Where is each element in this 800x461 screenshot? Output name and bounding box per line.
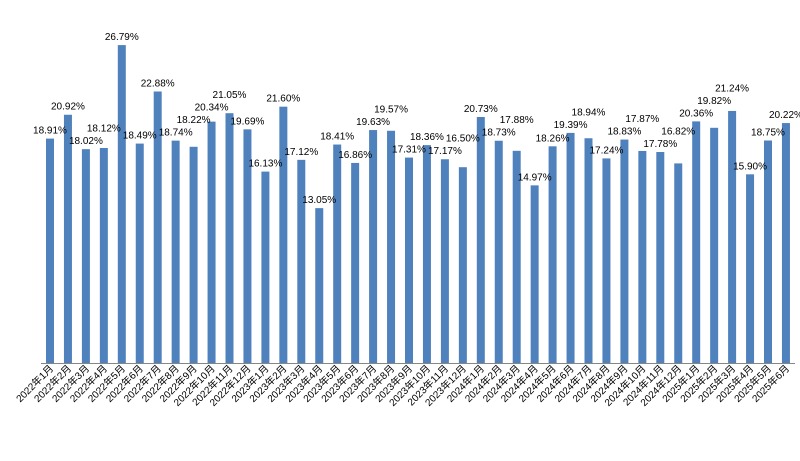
bar xyxy=(781,123,790,363)
bar xyxy=(279,106,288,364)
bar xyxy=(674,163,683,363)
bar xyxy=(405,157,413,363)
data-label: 17.17% xyxy=(428,146,462,157)
data-label: 14.97% xyxy=(518,172,552,183)
bar xyxy=(494,140,503,363)
bar xyxy=(207,121,216,363)
bar xyxy=(566,132,575,363)
data-label: 17.78% xyxy=(643,139,677,150)
data-label: 17.87% xyxy=(625,114,659,125)
bar xyxy=(351,162,360,363)
bar xyxy=(225,113,234,363)
bar xyxy=(422,145,431,363)
data-label: 18.02% xyxy=(69,136,103,147)
bar xyxy=(315,208,324,363)
bar xyxy=(530,185,539,363)
data-label: 19.82% xyxy=(697,96,731,107)
data-label: 20.34% xyxy=(195,103,229,114)
data-label: 19.69% xyxy=(230,116,264,127)
data-label: 18.83% xyxy=(607,127,641,138)
bar xyxy=(692,121,701,363)
data-label: 17.31% xyxy=(392,145,426,156)
data-label: 18.12% xyxy=(87,124,121,135)
data-label: 18.75% xyxy=(751,128,785,139)
data-label: 17.24% xyxy=(589,145,623,156)
data-label: 13.05% xyxy=(302,195,336,206)
data-label: 16.50% xyxy=(446,134,480,145)
data-label: 18.73% xyxy=(482,128,516,139)
data-label: 18.36% xyxy=(410,132,444,143)
bar xyxy=(99,147,108,363)
bar xyxy=(261,171,270,363)
data-label: 18.94% xyxy=(572,107,606,118)
data-label: 15.90% xyxy=(733,161,767,172)
data-label: 16.13% xyxy=(248,159,282,170)
bar xyxy=(638,150,647,363)
data-label: 19.57% xyxy=(374,105,408,116)
data-label: 21.24% xyxy=(715,83,749,94)
bar xyxy=(764,140,772,363)
data-label: 22.88% xyxy=(141,78,175,89)
data-label: 18.41% xyxy=(320,132,354,143)
data-label: 20.92% xyxy=(51,102,85,113)
data-label: 19.63% xyxy=(356,117,390,128)
data-label: 20.73% xyxy=(464,104,498,115)
bar xyxy=(153,91,162,364)
data-label: 20.36% xyxy=(679,108,713,119)
bar xyxy=(135,143,144,363)
bar xyxy=(63,114,72,364)
bar xyxy=(512,150,521,363)
bar xyxy=(243,129,252,363)
bar xyxy=(81,149,90,363)
data-label: 18.91% xyxy=(33,126,67,137)
data-label: 21.60% xyxy=(266,94,300,105)
data-label: 26.79% xyxy=(105,32,139,43)
data-label: 18.22% xyxy=(177,115,211,126)
bar xyxy=(369,130,378,363)
bar xyxy=(620,139,629,363)
bar xyxy=(333,144,342,363)
data-label: 17.12% xyxy=(284,147,318,158)
bar xyxy=(728,110,737,364)
bar xyxy=(584,138,593,363)
bar xyxy=(117,45,126,363)
bar xyxy=(189,146,198,363)
data-label: 18.74% xyxy=(159,128,193,139)
bar xyxy=(602,158,611,363)
bar xyxy=(656,152,665,363)
bar xyxy=(171,140,180,363)
bar xyxy=(387,130,396,363)
bar xyxy=(548,146,557,363)
bar xyxy=(297,159,306,363)
data-label: 16.86% xyxy=(338,150,372,161)
bar xyxy=(458,167,467,363)
data-label: 20.22% xyxy=(769,110,800,121)
bar xyxy=(46,138,54,363)
bar xyxy=(440,159,449,363)
data-label: 17.88% xyxy=(500,115,534,126)
bar xyxy=(710,127,719,363)
data-label: 18.26% xyxy=(536,133,570,144)
bar xyxy=(746,174,755,363)
data-label: 18.49% xyxy=(123,131,157,142)
data-label: 19.39% xyxy=(554,120,588,131)
bar xyxy=(476,117,485,363)
data-label: 16.82% xyxy=(661,127,695,138)
data-label: 21.05% xyxy=(213,90,247,101)
